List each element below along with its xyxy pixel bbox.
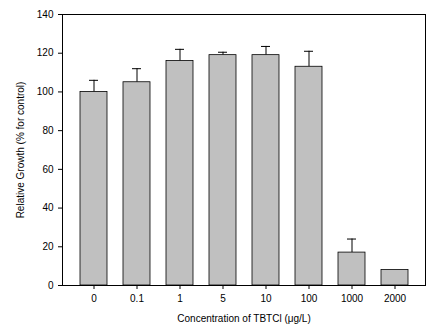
svg-text:120: 120 — [37, 47, 54, 58]
svg-text:1: 1 — [177, 293, 183, 304]
svg-text:Relative Growth (% for control: Relative Growth (% for control) — [15, 82, 26, 219]
svg-text:20: 20 — [42, 241, 54, 252]
svg-text:2000: 2000 — [384, 293, 407, 304]
svg-text:80: 80 — [42, 125, 54, 136]
svg-text:10: 10 — [260, 293, 272, 304]
svg-text:0: 0 — [48, 280, 54, 291]
svg-text:40: 40 — [42, 202, 54, 213]
svg-text:5: 5 — [220, 293, 226, 304]
svg-text:0: 0 — [91, 293, 97, 304]
svg-text:100: 100 — [37, 86, 54, 97]
svg-text:0.1: 0.1 — [130, 293, 144, 304]
svg-text:1000: 1000 — [341, 293, 364, 304]
svg-text:60: 60 — [42, 164, 54, 175]
svg-text:100: 100 — [301, 293, 318, 304]
svg-text:Concentration of TBTCl (μg/L): Concentration of TBTCl (μg/L) — [177, 313, 310, 324]
svg-text:140: 140 — [37, 9, 54, 20]
